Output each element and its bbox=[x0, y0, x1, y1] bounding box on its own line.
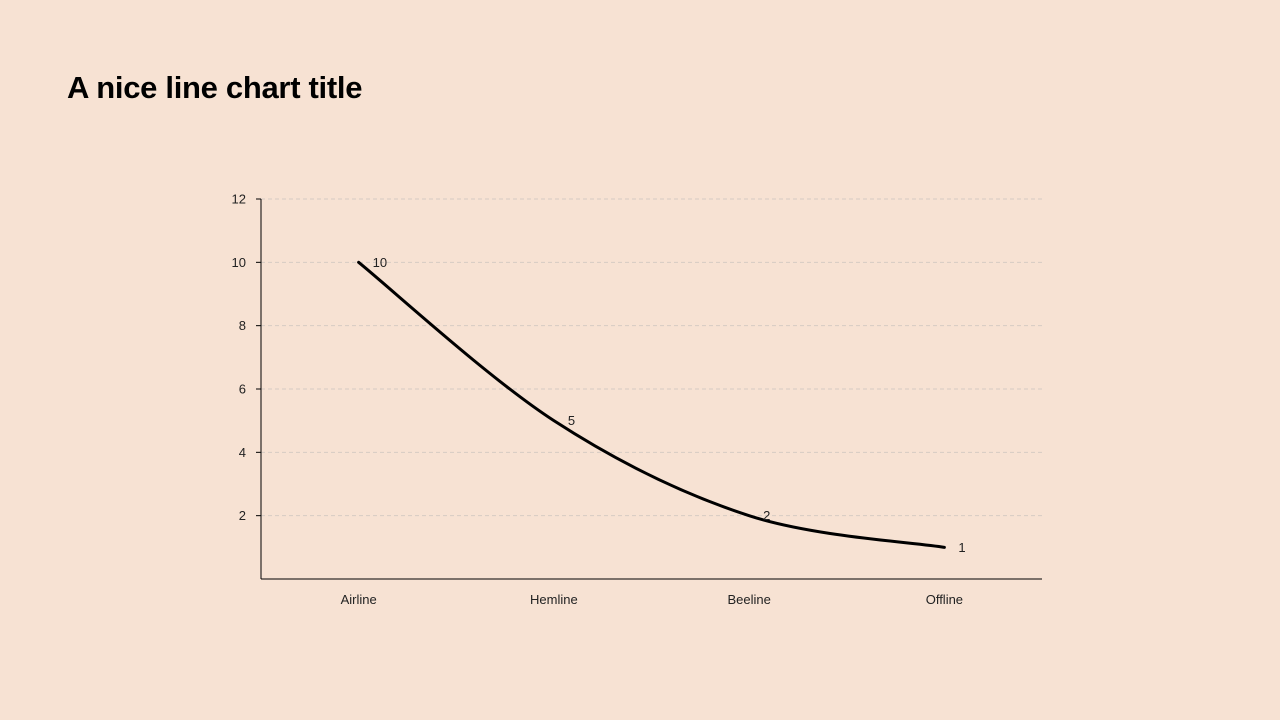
gridlines bbox=[261, 198, 1042, 517]
data-label: 1 bbox=[958, 540, 965, 555]
x-tick-label: Offline bbox=[926, 592, 963, 607]
y-tick-label: 2 bbox=[239, 508, 246, 523]
x-tick-label: Beeline bbox=[727, 592, 770, 607]
data-label: 10 bbox=[373, 255, 387, 270]
y-tick-label: 8 bbox=[239, 318, 246, 333]
y-tick-label: 6 bbox=[239, 382, 246, 397]
x-axis-tick-labels: Airline Hemline Beeline Offline bbox=[341, 592, 963, 607]
axes bbox=[256, 198, 1042, 580]
y-axis-tick-labels: 2 4 6 8 10 12 bbox=[232, 192, 246, 524]
y-tick-label: 10 bbox=[232, 255, 246, 270]
series-line bbox=[357, 260, 946, 549]
y-tick-label: 4 bbox=[239, 445, 246, 460]
data-label: 5 bbox=[568, 413, 575, 428]
data-labels: 10 5 2 1 bbox=[373, 255, 966, 555]
data-label: 2 bbox=[763, 508, 770, 523]
x-tick-label: Hemline bbox=[530, 592, 578, 607]
chart-title: A nice line chart title bbox=[67, 70, 363, 105]
y-tick-label: 12 bbox=[232, 192, 246, 207]
series-lines bbox=[357, 260, 946, 549]
x-tick-label: Airline bbox=[341, 592, 377, 607]
